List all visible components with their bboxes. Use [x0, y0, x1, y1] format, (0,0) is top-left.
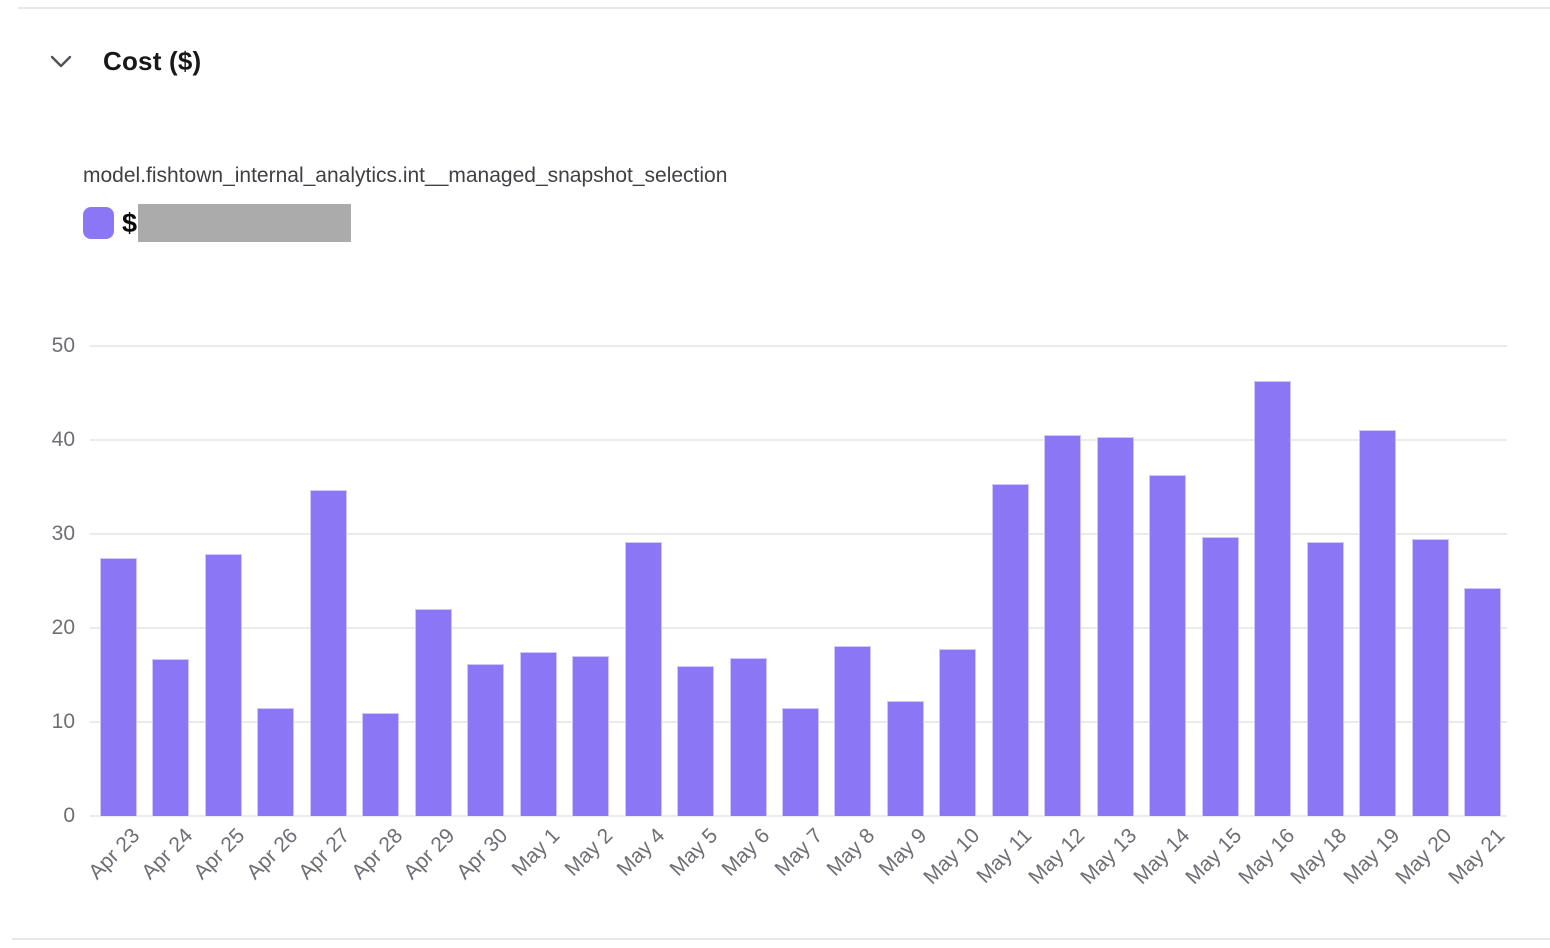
bar[interactable]: [1306, 542, 1344, 816]
bar[interactable]: [519, 652, 557, 816]
bar[interactable]: [886, 701, 924, 816]
bar[interactable]: [309, 489, 347, 816]
bar[interactable]: [1096, 437, 1134, 816]
section-header: Cost ($): [48, 46, 201, 77]
bar[interactable]: [939, 648, 977, 816]
gridline: [90, 627, 1507, 629]
y-axis-label: 0: [63, 804, 75, 827]
bar[interactable]: [782, 707, 819, 816]
bar[interactable]: [467, 663, 505, 816]
bar[interactable]: [1201, 536, 1239, 816]
plot-area: Apr 23 Apr 24 Apr 25 Apr 26 Apr 27 Apr 28 Apr …: [84, 345, 1509, 889]
gridline: [90, 533, 1507, 535]
bar[interactable]: [1254, 380, 1292, 816]
y-axis-label: 40: [51, 428, 75, 451]
bar[interactable]: [572, 656, 610, 816]
legend-value-prefix: $: [122, 208, 138, 238]
bar[interactable]: [1149, 474, 1187, 816]
legend-item[interactable]: $: [83, 204, 352, 242]
legend-swatch: [83, 207, 114, 239]
collapse-section-button[interactable]: [48, 49, 74, 75]
legend-value-redaction: [138, 204, 352, 242]
y-axis-label: 10: [51, 710, 75, 733]
bar[interactable]: [1044, 435, 1082, 816]
bottom-divider: [12, 938, 1550, 940]
bar[interactable]: [1359, 429, 1397, 816]
section-title: Cost ($): [103, 46, 202, 76]
y-axis-label: 20: [51, 616, 75, 639]
y-axis-label: 50: [51, 334, 75, 357]
bar[interactable]: [362, 712, 400, 816]
gridline: [90, 439, 1507, 441]
bar[interactable]: [257, 707, 295, 816]
bar[interactable]: [729, 658, 767, 816]
bar[interactable]: [414, 609, 452, 816]
y-axis-label: 30: [51, 522, 75, 545]
bar[interactable]: [624, 542, 662, 816]
bar[interactable]: [204, 553, 242, 816]
top-divider: [18, 7, 1550, 9]
bar[interactable]: [99, 558, 137, 816]
bar[interactable]: [152, 659, 190, 816]
gridline: [90, 815, 1507, 817]
bar[interactable]: [1411, 538, 1449, 816]
bar[interactable]: [1464, 587, 1502, 816]
chevron-down-icon: [50, 55, 72, 68]
bar[interactable]: [991, 484, 1029, 816]
series-label: model.fishtown_internal_analytics.int__m…: [83, 164, 728, 187]
bar[interactable]: [677, 665, 715, 816]
gridline: [90, 345, 1507, 347]
y-axis: 0 10 20 30 40 50: [0, 334, 75, 827]
bar[interactable]: [834, 645, 872, 816]
